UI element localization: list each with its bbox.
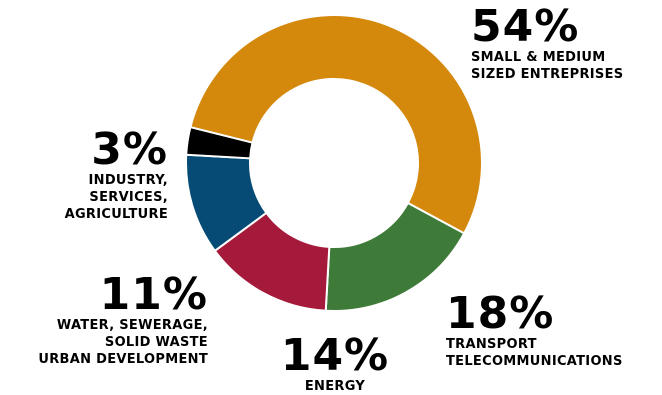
label-water: 11% WATER, SEWERAGE, SOLID WASTE URBAN D… [10, 273, 208, 368]
label-industry: 3% INDUSTRY, SERVICES, AGRICULTURE [30, 128, 168, 223]
category-label-transport: TRANSPORT TELECOMMUNICATIONS [446, 337, 623, 369]
label-transport: 18% TRANSPORT TELECOMMUNICATIONS [446, 292, 623, 370]
value-label-energy: 14% [280, 330, 390, 381]
value-label-transport: 18% [446, 288, 555, 339]
category-label-smes: SMALL & MEDIUM SIZED ENTREPRISES [471, 50, 624, 82]
slice-smes [189, 14, 483, 235]
slice-industry [185, 125, 254, 160]
value-label-industry: 3% [91, 124, 168, 175]
category-label-water: WATER, SEWERAGE, SOLID WASTE URBAN DEVEL… [38, 318, 208, 367]
label-smes: 54% SMALL & MEDIUM SIZED ENTREPRISES [471, 5, 623, 83]
value-label-water: 11% [99, 269, 208, 320]
label-energy: 14% ENERGY [280, 334, 390, 395]
category-label-industry: INDUSTRY, SERVICES, AGRICULTURE [64, 173, 168, 222]
value-label-smes: 54% [471, 1, 580, 52]
